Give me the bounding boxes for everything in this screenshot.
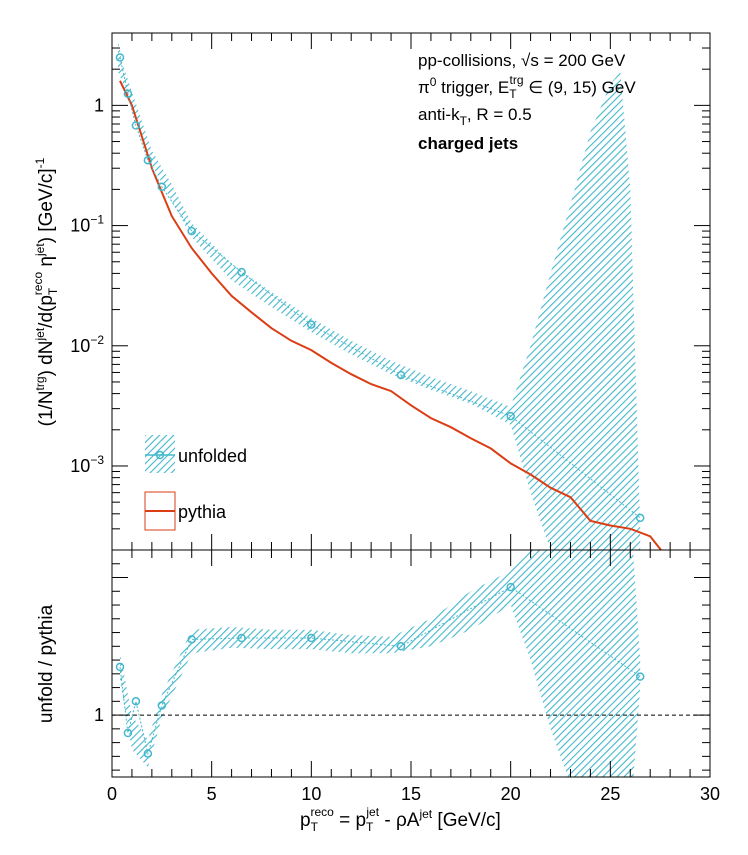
x-tick-label-4: 20 [501, 784, 521, 804]
x-axis-label: pTreco = pTjet - ρAjet [GeV/c] [300, 805, 501, 834]
unfolded-point-10 [635, 513, 645, 523]
legend-entry-pythia: pythia [144, 491, 227, 531]
ratio-point-6 [237, 633, 246, 643]
legend: unfolded pythia [144, 435, 247, 531]
ratio-connector [119, 586, 641, 756]
unfolded-band-area [118, 40, 641, 550]
ratio-point-9 [506, 582, 515, 592]
spectrum-panel: 1 10−1 10−2 10−3 pp-collisions, √s = 200 Ge… [31, 32, 711, 551]
pythia-line [119, 80, 663, 550]
x-tick-label-3: 15 [401, 784, 421, 804]
ratio-point-0 [115, 662, 125, 672]
unfolded-point-9 [506, 411, 515, 421]
unfolded-uncertainty-band [118, 40, 641, 550]
legend-unfolded-label: unfolded [178, 446, 247, 466]
spectrum-y-axis-label: (1/Ntrg) dNjet/d(pTreco ηjet) [GeV/c]-1 [31, 157, 60, 426]
annotation-line-3: anti-kT, R = 0.5 [418, 105, 532, 128]
ratio-point-8 [396, 642, 406, 651]
ratio-points [115, 582, 645, 758]
ratio-y-axis-label: unfold / pythia [36, 604, 57, 723]
ratio-ticks: 10 5 10 15 20 25 30 [94, 549, 720, 804]
unfolded-point-4 [157, 182, 167, 192]
spectrum-y-tick-label-3: 10−3 [70, 453, 104, 476]
unfolded-point-3 [143, 155, 153, 165]
ratio-point-1 [123, 728, 133, 738]
spectrum-ticks: 1 10−1 10−2 10−3 [70, 32, 711, 551]
unfolded-point-7 [307, 320, 316, 329]
ratio-point-5 [187, 635, 196, 644]
x-tick-label-2: 10 [301, 784, 321, 804]
unfolded-point-6 [237, 267, 246, 277]
spectrum-y-tick-label-0: 1 [94, 95, 104, 115]
unfolded-point-5 [187, 226, 196, 236]
ratio-panel: 10 5 10 15 20 25 30 unfold / pythia pTreco = p… [36, 549, 720, 834]
spectrum-y-tick-label-2: 10−2 [70, 333, 104, 356]
ratio-y-tick-label-0: 1 [94, 705, 104, 725]
unfolded-points [115, 53, 645, 523]
unfolded-point-1 [123, 89, 133, 98]
legend-pythia-label: pythia [178, 502, 227, 522]
x-tick-label-6: 30 [700, 784, 720, 804]
unfolded-point-2 [131, 121, 141, 130]
x-tick-label-1: 5 [207, 784, 217, 804]
annotation-line-2: π0 trigger, ETtrg ∈ (9, 15) GeV [418, 73, 636, 101]
annotation-block: pp-collisions, √s = 200 GeV π0 trigger, … [418, 51, 636, 153]
ratio-band-area [120, 550, 641, 777]
annotation-line-4: charged jets [418, 134, 518, 153]
ratio-point-10 [635, 672, 645, 681]
legend-entry-unfolded: unfolded [145, 435, 247, 473]
ratio-point-7 [307, 633, 316, 643]
unfolded-point-0 [115, 53, 125, 62]
annotation-line-1: pp-collisions, √s = 200 GeV [418, 51, 626, 70]
pythia-curve [119, 80, 663, 550]
x-tick-label-5: 25 [600, 784, 620, 804]
legend-unfolded-swatch [145, 435, 175, 473]
ratio-point-3 [143, 749, 153, 758]
ratio-uncertainty-band [120, 550, 641, 777]
ratio-point-2 [131, 697, 141, 706]
spectrum-y-tick-label-1: 10−1 [70, 213, 104, 236]
unfolded-point-8 [396, 370, 406, 380]
ratio-point-4 [157, 701, 167, 710]
x-tick-label-0: 0 [107, 784, 117, 804]
